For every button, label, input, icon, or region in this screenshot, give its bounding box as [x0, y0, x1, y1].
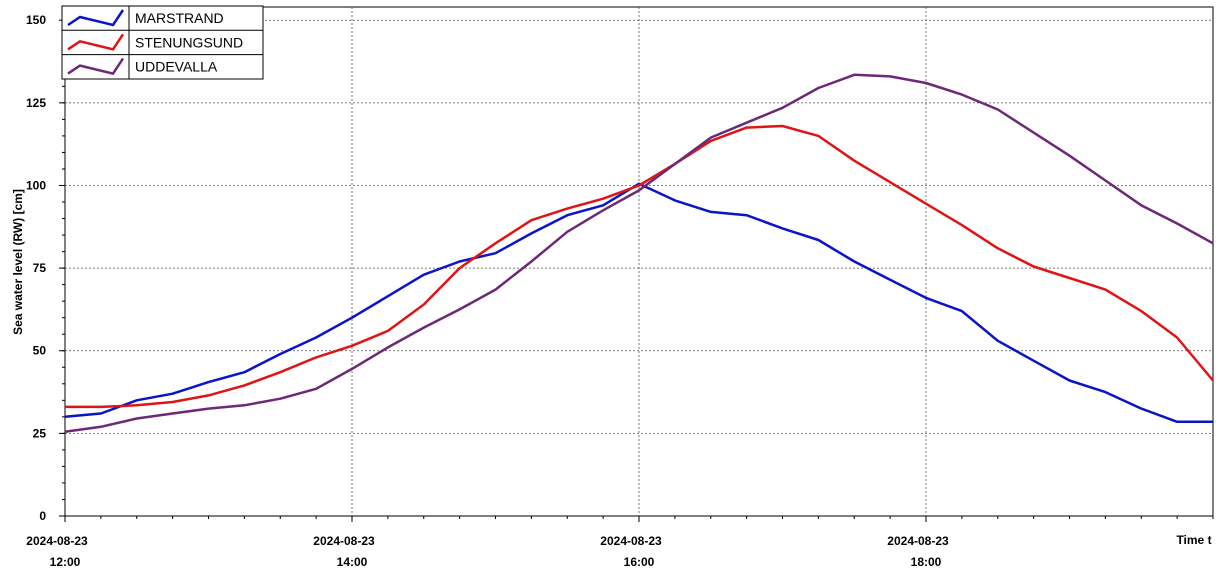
x-tick-label: 14:00	[337, 555, 368, 569]
y-tick-label: 75	[33, 261, 47, 275]
x-tick-label: 12:00	[50, 555, 81, 569]
legend-icon	[67, 9, 125, 27]
series-line	[64, 182, 1213, 424]
legend-label: STENUNGSUND	[135, 34, 243, 50]
y-tick-label: 125	[26, 96, 46, 110]
series-line	[64, 73, 1214, 433]
y-tick-label: 50	[33, 344, 47, 358]
x-tick-label: 18:00	[911, 555, 942, 569]
legend-icon	[67, 57, 125, 76]
x-tick-label: 2024-08-23	[313, 534, 375, 548]
x-tick-label: 2024-08-23	[600, 534, 662, 548]
legend-label: MARSTRAND	[135, 10, 224, 26]
x-tick-label: 2024-08-23	[26, 534, 88, 548]
legend-icon	[67, 33, 125, 51]
x-tick-label: 16:00	[624, 555, 655, 569]
y-axis-label: Sea water level (RW) [cm]	[11, 189, 25, 335]
legend: MARSTRAND STENUNGSUND UDDEVALLA	[61, 5, 264, 80]
legend-box	[61, 5, 264, 80]
x-tick-label: 2024-08-23	[887, 534, 949, 548]
y-tick-label: 150	[26, 13, 46, 27]
y-tick-label: 25	[33, 426, 47, 440]
y-tick-label: 0	[39, 509, 46, 523]
y-tick-label: 100	[26, 178, 46, 192]
series-line	[65, 124, 1214, 409]
legend-label: UDDEVALLA	[135, 59, 218, 75]
x-axis-label: Time t	[1176, 533, 1211, 547]
